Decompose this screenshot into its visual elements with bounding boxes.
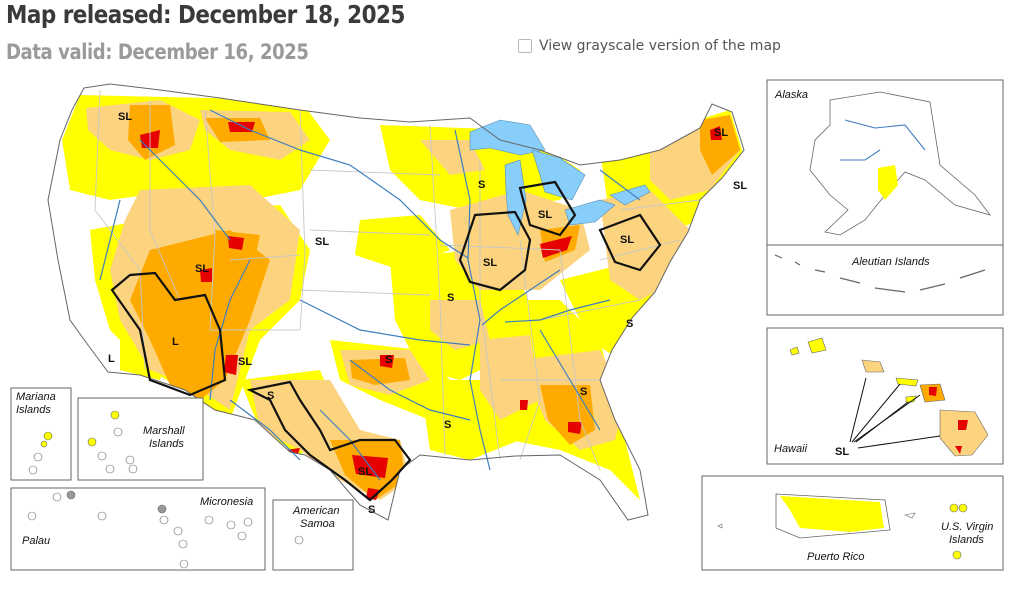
- alaska-inset: Alaska: [766, 79, 1004, 246]
- impact-label: L: [108, 353, 115, 365]
- hawaii-label: Hawaii: [774, 443, 808, 455]
- impact-label: S: [626, 318, 633, 330]
- map-release-title: Map released: December 18, 2025: [6, 0, 405, 29]
- usvi-label-line2: Islands: [949, 534, 984, 546]
- usvi-label-line1: U.S. Virgin: [941, 521, 993, 533]
- impact-label: SL: [195, 263, 209, 275]
- impact-label: S: [267, 390, 274, 402]
- micronesia-label: Micronesia: [200, 496, 253, 508]
- marshall-label-line1: Marshall: [143, 425, 185, 437]
- alaska-label: Alaska: [774, 89, 808, 101]
- palau-label: Palau: [22, 535, 50, 547]
- impact-label: SL: [835, 446, 849, 458]
- impact-label: SL: [238, 356, 252, 368]
- data-valid-subtitle: Data valid: December 16, 2025: [6, 40, 309, 64]
- impact-label: S: [478, 179, 485, 191]
- marshall-label-line2: Islands: [149, 438, 184, 450]
- american-samoa-inset: American Samoa: [272, 499, 354, 571]
- mariana-label-line2: Islands: [16, 404, 51, 416]
- impact-boundaries: [110, 180, 662, 502]
- rivers: [99, 109, 641, 481]
- marshall-inset: Marshall Islands: [77, 397, 204, 481]
- impact-label: SL: [315, 236, 329, 248]
- impact-label: S: [447, 292, 454, 304]
- puerto-rico-inset: Puerto Rico U.S. Virgin Islands: [701, 475, 1004, 571]
- impact-label: SL: [714, 127, 728, 139]
- grayscale-checkbox[interactable]: [518, 39, 532, 53]
- impact-label: S: [580, 386, 587, 398]
- samoa-label-line2: Samoa: [300, 518, 335, 530]
- grayscale-toggle[interactable]: View grayscale version of the map: [518, 38, 781, 54]
- grayscale-label: View grayscale version of the map: [539, 38, 781, 54]
- hawaii-inset: Hawaii SL: [766, 327, 1004, 465]
- impact-label: S: [444, 419, 451, 431]
- impact-label: SL: [620, 234, 634, 246]
- impact-labels: SL SL L L SL S SL S SL S S S S SL SL S S…: [108, 111, 747, 516]
- mariana-inset: Mariana Islands: [10, 387, 72, 481]
- impact-label: SL: [358, 466, 372, 478]
- impact-label: SL: [733, 180, 747, 192]
- conus-map: SL SL L L SL S SL S SL S S S S SL SL S S…: [47, 83, 747, 521]
- impact-label: SL: [118, 111, 132, 123]
- great-lakes: [469, 119, 651, 236]
- impact-label: S: [368, 504, 375, 516]
- palau-micronesia-inset: Palau Micronesia: [10, 487, 266, 571]
- impact-label: S: [385, 354, 392, 366]
- impact-label: SL: [538, 209, 552, 221]
- impact-label: SL: [483, 257, 497, 269]
- aleutian-inset: Aleutian Islands: [766, 244, 1004, 316]
- puerto-rico-label: Puerto Rico: [807, 551, 864, 563]
- samoa-label-line1: American: [292, 505, 339, 517]
- aleutian-label: Aleutian Islands: [851, 256, 930, 268]
- impact-label: L: [172, 336, 179, 348]
- mariana-label-line1: Mariana: [16, 391, 56, 403]
- state-borders: [94, 89, 701, 471]
